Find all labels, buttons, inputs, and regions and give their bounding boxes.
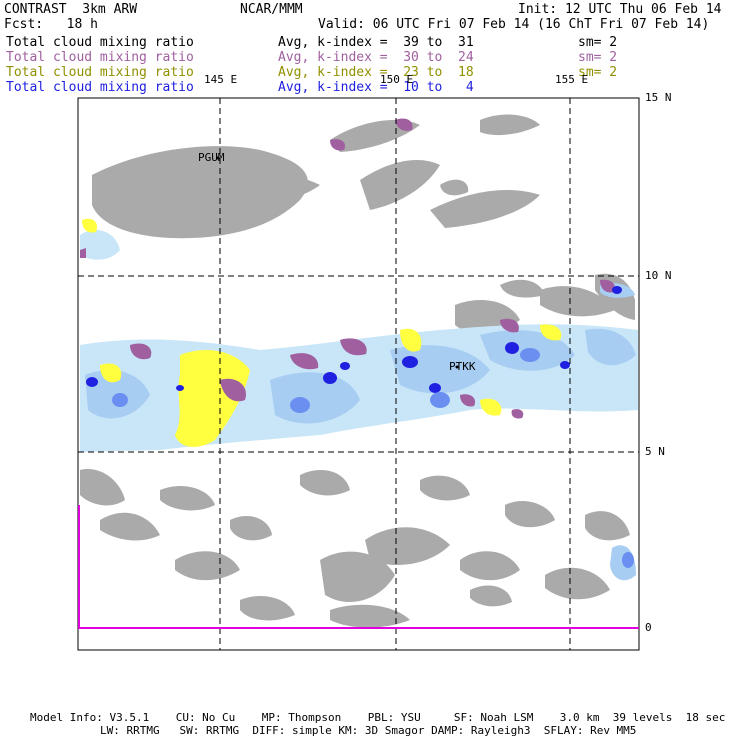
center-title: NCAR/MMM — [240, 2, 303, 17]
footer-physics-info: LW: RRTMG SW: RRTMG DIFF: simple KM: 3D … — [100, 724, 637, 737]
lat-label-10n: 10 N — [645, 269, 672, 282]
model-title: CONTRAST 3km ARW — [4, 2, 138, 17]
legend-field-2: Total cloud mixing ratio — [6, 50, 194, 65]
legend-sm-3: sm= 2 — [578, 65, 618, 80]
legend-stat-3: Avg, k-index = 23 to 18 — [278, 65, 474, 80]
legend-sm-2: sm= 2 — [578, 50, 618, 65]
lon-label-155: 155 E — [555, 73, 589, 86]
gray-cloud-north — [92, 114, 635, 334]
legend-field-3: Total cloud mixing ratio — [6, 65, 194, 80]
forecast-hour: Fcst: 18 h — [4, 17, 98, 32]
lat-label-15n: 15 N — [645, 91, 672, 104]
lat-label-5n: 5 N — [645, 445, 665, 458]
gray-cloud-south — [80, 469, 630, 628]
legend-stat-1: Avg, k-index = 39 to 31 — [278, 35, 474, 50]
legend-stat-2: Avg, k-index = 30 to 24 — [278, 50, 474, 65]
legend-sm-1: sm= 2 — [578, 35, 618, 50]
mid-blue-cores — [112, 348, 634, 568]
yellow-cloud — [82, 218, 562, 447]
lon-label-145: 145 E — [204, 73, 238, 86]
init-time: Init: 12 UTC Thu 06 Feb 14 — [518, 2, 722, 17]
footer-model-info: Model Info: V3.5.1 CU: No Cu MP: Thompso… — [30, 711, 726, 724]
lat-label-equator: 0 — [645, 621, 652, 634]
dark-blue-cores — [86, 286, 622, 393]
station-label-ptkk: PTKK — [449, 360, 476, 373]
legend-stat-4: Avg, k-index = 10 to 4 — [278, 80, 474, 95]
legend-field-4: Total cloud mixing ratio — [6, 80, 194, 95]
valid-time: Valid: 06 UTC Fri 07 Feb 14 (16 ChT Fri … — [318, 17, 710, 32]
station-marker-ptkk — [455, 365, 459, 369]
station-markers — [216, 156, 459, 369]
lat-lon-grid — [78, 97, 639, 650]
purple-cloud — [80, 118, 616, 419]
station-marker-pgum — [216, 156, 220, 160]
legend-field-1: Total cloud mixing ratio — [6, 35, 194, 50]
station-label-pgum: PGUM — [198, 151, 225, 164]
lon-label-150: 150 E — [380, 73, 414, 86]
